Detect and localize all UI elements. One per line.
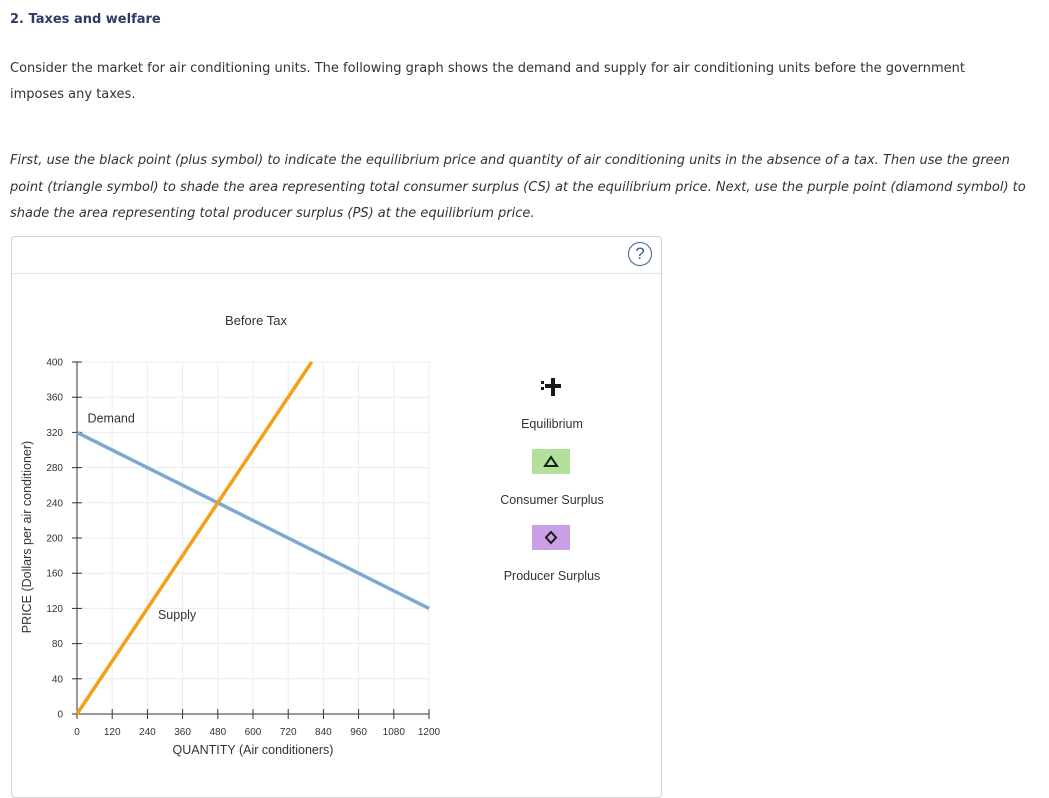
- x-tick-label: 480: [209, 727, 226, 738]
- demand-curve-label: Demand: [88, 412, 135, 426]
- x-tick-label: 0: [74, 727, 80, 738]
- x-tick-label: 240: [139, 727, 156, 738]
- plus-icon: [541, 378, 561, 396]
- y-tick-label: 200: [46, 534, 63, 545]
- producer-surplus-label: Producer Surplus: [503, 569, 601, 583]
- triangle-icon: [543, 455, 559, 467]
- question-title: 2. Taxes and welfare: [10, 12, 161, 27]
- y-tick-label: 40: [52, 674, 64, 685]
- consumer-surplus-swatch: [532, 449, 570, 474]
- intro-text: Consider the market for air conditioning…: [10, 61, 966, 102]
- chart-labels: Demand Supply: [88, 412, 197, 622]
- y-tick-label: 120: [46, 604, 63, 615]
- equilibrium-label: Equilibrium: [521, 417, 583, 431]
- panel-header: ?: [12, 237, 661, 274]
- chart[interactable]: 0 40 80 120 160 200 240 280 320 360 400 0 120 240 360 4…: [0, 0, 1049, 772]
- consumer-surplus-label: Consumer Surplus: [500, 493, 604, 507]
- chart-series: [75, 361, 430, 715]
- demand-curve: [76, 430, 430, 610]
- equilibrium-tool[interactable]: Equilibrium: [492, 372, 612, 434]
- x-tick-label: 1080: [383, 727, 406, 738]
- y-tick-label: 400: [46, 358, 63, 369]
- x-tick-label: 1200: [418, 727, 441, 738]
- y-tick-label: 160: [46, 569, 63, 580]
- supply-curve-label: Supply: [158, 608, 197, 622]
- x-tick-label: 720: [280, 727, 297, 738]
- x-tick-label: 360: [174, 727, 191, 738]
- x-tick-label: 840: [315, 727, 332, 738]
- help-button[interactable]: ?: [628, 242, 652, 266]
- chart-title: Before Tax: [225, 313, 287, 328]
- x-tick-label: 960: [350, 727, 367, 738]
- y-tick-label: 0: [57, 710, 63, 721]
- y-tick-label: 360: [46, 393, 63, 404]
- producer-surplus-tool[interactable]: Producer Surplus: [492, 524, 612, 588]
- consumer-surplus-tool[interactable]: Consumer Surplus: [492, 448, 612, 512]
- chart-grid: [77, 361, 430, 714]
- x-tick-label: 600: [245, 727, 262, 738]
- y-tick-label: 280: [46, 463, 63, 474]
- diamond-icon: [544, 530, 558, 545]
- y-tick-label: 320: [46, 428, 63, 439]
- y-tick-label: 80: [52, 639, 64, 650]
- x-tick-label: 120: [104, 727, 121, 738]
- instructions-text: First, use the black point (plus symbol)…: [10, 153, 1026, 221]
- supply-curve: [75, 361, 314, 715]
- chart-axes: 0 40 80 120 160 200 240 280 320 360 400 0 120 240 360 4…: [46, 358, 440, 739]
- x-axis-label: QUANTITY (Air conditioners): [173, 743, 334, 757]
- producer-surplus-swatch: [532, 525, 570, 550]
- y-axis-label: PRICE (Dollars per air conditioner): [20, 441, 34, 633]
- y-tick-label: 240: [46, 498, 63, 509]
